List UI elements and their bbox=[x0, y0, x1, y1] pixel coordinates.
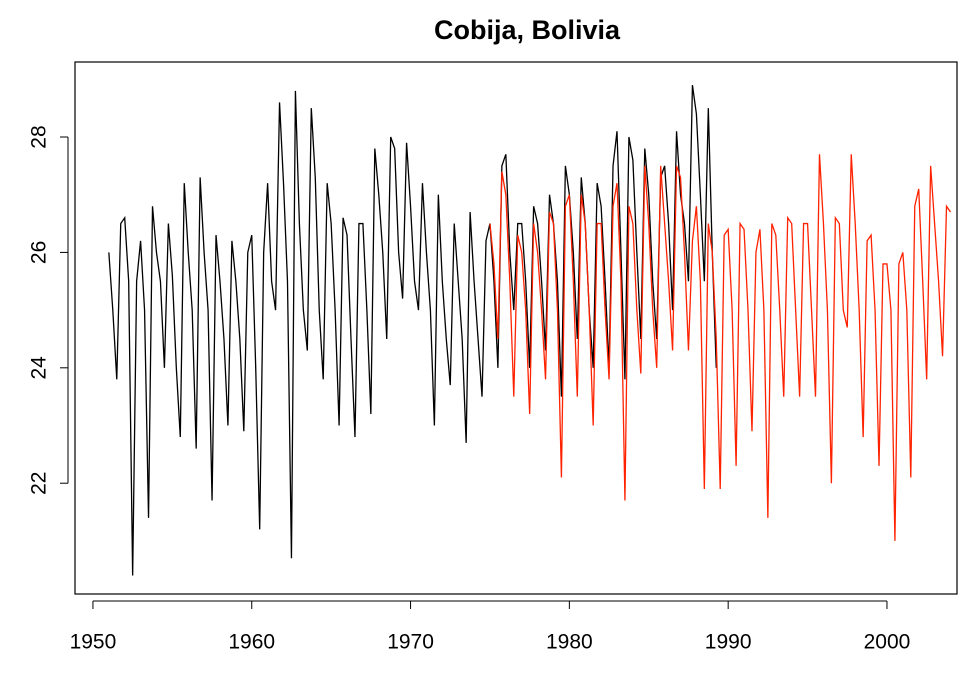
x-tick-label: 1990 bbox=[705, 631, 752, 654]
x-tick-label: 1980 bbox=[546, 631, 593, 654]
y-tick-label: 22 bbox=[28, 472, 51, 495]
y-tick-label: 26 bbox=[28, 241, 51, 264]
series-line bbox=[489, 154, 952, 541]
series-line bbox=[108, 84, 717, 576]
x-tick-label: 1950 bbox=[70, 631, 117, 654]
x-tick-label: 2000 bbox=[864, 631, 911, 654]
plot-box bbox=[74, 61, 958, 595]
y-tick-label: 24 bbox=[28, 356, 51, 380]
y-tick-label: 28 bbox=[28, 125, 51, 148]
chart-title: Cobija, Bolivia bbox=[434, 15, 621, 45]
x-tick-label: 1970 bbox=[387, 631, 434, 654]
x-tick-label: 1960 bbox=[228, 631, 275, 654]
